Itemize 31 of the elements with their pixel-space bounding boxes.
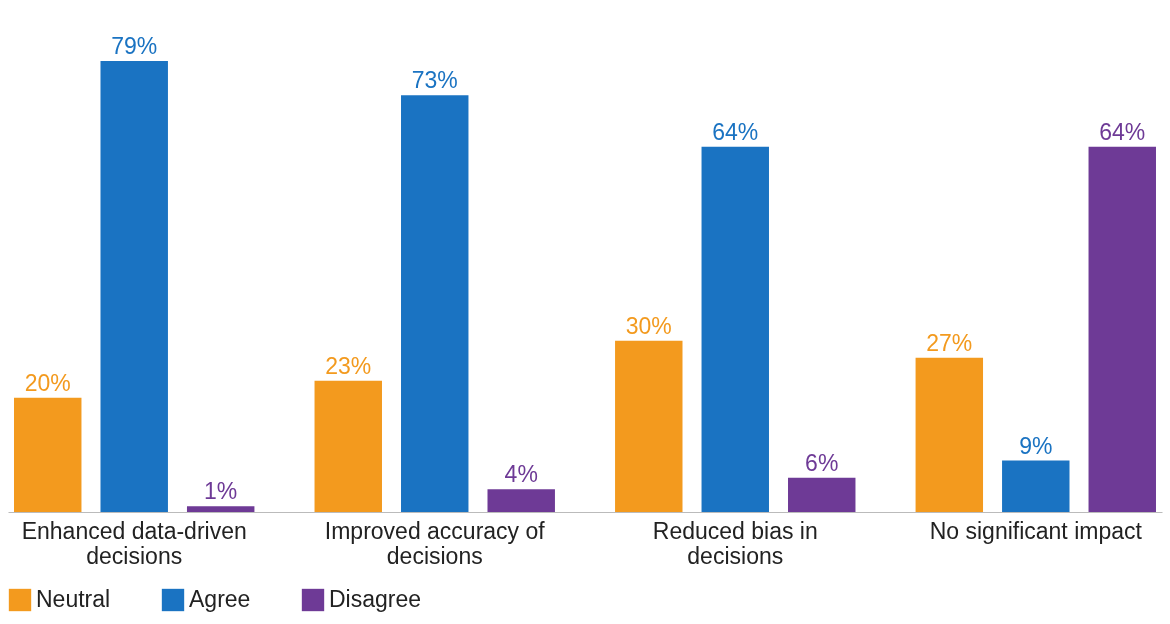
data-label: 6%: [805, 449, 839, 476]
data-label: 30%: [625, 312, 672, 339]
bar: [788, 477, 856, 512]
data-label: 4%: [504, 461, 538, 488]
bar: [915, 357, 984, 512]
x-tick-label: No significant impact: [929, 517, 1143, 544]
data-label: 73%: [411, 67, 458, 94]
bar: [615, 340, 683, 512]
bar: [1088, 146, 1156, 512]
legend-label: Disagree: [329, 586, 422, 612]
bar: [1002, 460, 1070, 512]
x-tick-label: Improved accuracy of decisions: [324, 517, 546, 569]
bar: [401, 95, 469, 512]
data-label: 27%: [926, 329, 973, 356]
legend-label: Agree: [189, 586, 251, 612]
x-tick-label: Reduced bias in decisions: [652, 517, 818, 569]
legend-label: Neutral: [36, 586, 111, 612]
bar: [314, 380, 382, 512]
bar: [14, 397, 82, 512]
data-label: 64%: [712, 118, 759, 145]
data-label: 9%: [1019, 432, 1053, 459]
data-label: 79%: [111, 33, 158, 59]
bar: [701, 146, 769, 512]
x-tick-label: Enhanced data-driven decisions: [21, 517, 247, 569]
data-label: 20%: [24, 369, 71, 396]
data-label: 23%: [325, 352, 372, 379]
bar: [100, 61, 168, 512]
data-label: 1%: [204, 478, 238, 505]
bar: [487, 489, 555, 512]
bar: [186, 506, 255, 512]
data-label: 64%: [1099, 118, 1146, 145]
